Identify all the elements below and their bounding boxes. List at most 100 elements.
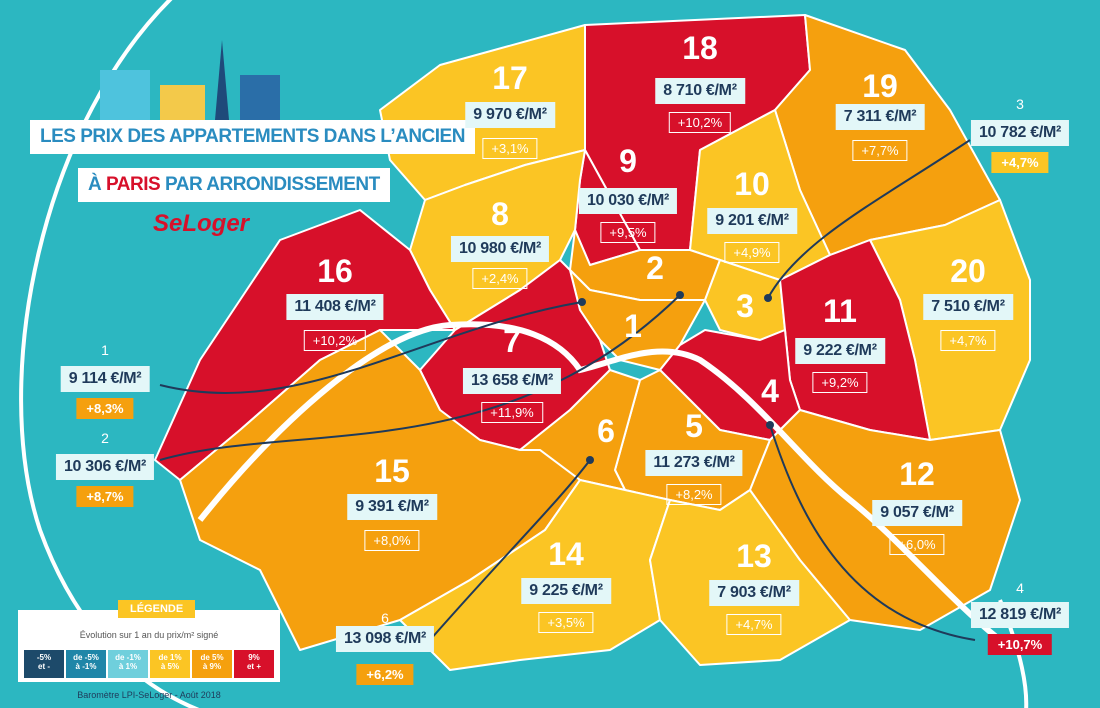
callout-price: 10 306 €/M² [55,454,155,480]
building [160,85,205,120]
district-13 [649,489,851,666]
callout-number: 4 [1016,580,1024,596]
callout-change: +8,7% [76,486,134,507]
title: À [88,174,102,195]
change-box: +7,7% [852,140,908,161]
legend-label: et + [246,662,261,671]
change-box: +3,1% [482,138,538,159]
dot [676,291,684,299]
callout-number: 6 [381,610,389,626]
leader-line [769,424,976,641]
legend-item: de -5% à -1% [66,650,106,678]
callout-change: +4,7% [991,152,1049,173]
district-number: 18 [682,30,718,66]
legend-item: 9% et + [234,650,274,678]
price-box: 10 030 €/M² [578,188,678,214]
callout-price: 13 098 €/M² [335,626,435,652]
legend-title: LÉGENDE [118,600,196,618]
price-box: 10 980 €/M² [450,236,550,262]
dot [764,294,772,302]
district-number: 17 [492,60,528,96]
legend-label: 9% [248,653,260,662]
change-box: +9,5% [600,222,656,243]
legend-label: de 1% [158,653,182,662]
district-number: 9 [619,143,637,179]
price-box: 9 391 €/M² [347,494,437,520]
district-number: 15 [374,453,410,489]
legend-item: de 1% à 5% [150,650,190,678]
legend-item: de 5% à 9% [192,650,232,678]
district-number: 5 [685,408,703,444]
dot [586,456,594,464]
change-box: +4,9% [724,242,780,263]
change-box: +6,0% [889,534,945,555]
change-box: +10,2% [668,112,732,133]
callout-number: 3 [1016,96,1024,112]
legend-label: à 9% [202,662,222,671]
district-number: 2 [646,250,664,286]
leader-dots [578,291,774,464]
callout-price: 9 114 €/M² [60,366,150,392]
district-number: 1 [624,308,642,344]
district-number: 19 [862,68,898,104]
callout-price: 10 782 €/M² [970,120,1070,146]
change-box: +11,9% [481,402,543,423]
dot [766,421,774,429]
leader-line [767,139,971,299]
callout-change: +8,3% [76,398,134,419]
district-number: 13 [736,538,772,574]
district-14 [399,479,671,671]
price-box: 7 311 €/M² [835,104,925,130]
price-box: 9 225 €/M² [521,578,611,604]
price-box: 11 408 €/M² [286,294,384,320]
price-box: 11 273 €/M² [645,450,743,476]
district-number: 7 [503,323,521,359]
callout-change: +10,7% [987,634,1053,655]
change-box: +4,7% [940,330,996,351]
leader-lines [159,139,976,641]
price-box: 7 510 €/M² [923,294,1013,320]
district-number: 12 [899,456,935,492]
brand-logo: SeLoger [153,210,250,237]
leader-line [159,301,583,394]
district-number: 10 [734,166,770,202]
district-15 [179,329,581,651]
change-box: +8,0% [364,530,420,551]
district-number: 6 [597,413,615,449]
price-box: 8 710 €/M² [655,78,745,104]
change-box: +9,2% [812,372,868,393]
building [100,70,150,120]
legend-subtitle: Évolution sur 1 an du prix/m² signé [79,630,219,640]
title-highlight: PARIS [106,174,161,195]
legend-label: à 5% [160,662,180,671]
leader-line [159,294,681,461]
leader-line [429,459,591,641]
callout-change: +6,2% [356,664,414,685]
change-box: +3,5% [538,612,594,633]
legend-label: à -1% [75,662,97,671]
title-banner: LES PRIX DES APPARTEMENTS DANS L’ANCIEN [30,120,475,154]
change-box: +2,4% [472,268,528,289]
legend-item: de -1% à 1% [108,650,148,678]
district-number: 14 [548,536,584,572]
seine [197,321,1002,643]
district-number: 16 [317,253,353,289]
tower [215,40,229,120]
change-box: +4,7% [726,614,782,635]
district-number: 11 [823,293,857,329]
title: LES PRIX DES APPARTEMENTS DANS L’ANCIEN [40,126,465,147]
price-box: 9 222 €/M² [795,338,885,364]
callout-price: 12 819 €/M² [970,602,1070,628]
price-box: 13 658 €/M² [462,368,562,394]
legend-label: et - [38,662,50,671]
price-box: 7 903 €/M² [709,580,799,606]
dot [578,298,586,306]
price-box: 9 201 €/M² [707,208,797,234]
legend-items: -5% et - de -5% à -1% de -1% à 1% de 1% à 5% de … [24,650,274,678]
legend-label: de -1% [115,653,141,662]
legend-label: de 5% [200,653,224,662]
legend-label: -5% [36,653,52,662]
price-box: 9 057 €/M² [872,500,962,526]
title-banner: À PARIS PAR ARRONDISSEMENT [78,168,390,202]
